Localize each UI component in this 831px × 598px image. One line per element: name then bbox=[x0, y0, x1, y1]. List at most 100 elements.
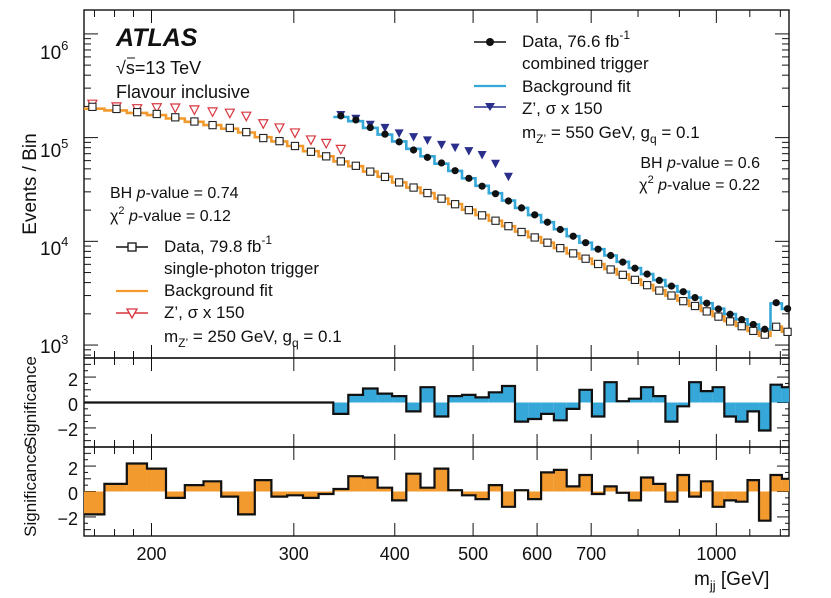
single_photon-significance-bar bbox=[104, 483, 127, 492]
single_photon-significance-outline bbox=[84, 462, 789, 522]
combined-significance-bar bbox=[700, 391, 713, 403]
single-photon-data-point bbox=[112, 104, 121, 114]
ytick-label-1e3: 103 bbox=[40, 332, 68, 358]
single-photon-data-point bbox=[423, 188, 432, 198]
single_photon-significance-bar bbox=[318, 491, 334, 495]
single_photon-significance-bar bbox=[712, 491, 725, 507]
combined-data-point bbox=[381, 130, 389, 138]
combined-data-point bbox=[643, 270, 651, 278]
combined-significance-bar bbox=[553, 402, 567, 421]
single_photon-significance-bar bbox=[302, 491, 319, 498]
single_photon-significance-bar bbox=[604, 486, 617, 492]
single-photon-data-point bbox=[630, 275, 640, 285]
single-photon-data-point bbox=[772, 322, 781, 331]
combined-data-point bbox=[679, 288, 687, 296]
combined-background-fit bbox=[333, 115, 789, 331]
combined-data-point bbox=[703, 299, 711, 307]
single_photon-significance-bar bbox=[653, 483, 666, 492]
combined-legend-data-marker bbox=[486, 38, 494, 46]
single-photon-signal-point bbox=[169, 103, 181, 114]
sig2-ytick-m2: −2 bbox=[57, 509, 78, 529]
combined-significance-bar bbox=[475, 397, 489, 403]
single_photon-significance-bar bbox=[461, 491, 476, 496]
single_photon-significance-bar bbox=[579, 474, 592, 492]
sig2-ytick-2: 2 bbox=[68, 459, 78, 479]
energy-label: √s=13 TeV bbox=[116, 58, 201, 78]
combined-significance-bar bbox=[541, 402, 554, 414]
xtick-label: 300 bbox=[279, 544, 309, 564]
single-photon-significance-ylabel: Significance bbox=[21, 445, 40, 537]
single-photon-data-point bbox=[171, 113, 180, 122]
single_photon-significance-bar bbox=[475, 491, 489, 500]
single-photon-data-point bbox=[783, 327, 792, 337]
sig1-ytick-0: 0 bbox=[68, 395, 78, 415]
single-photon-data-point bbox=[690, 301, 700, 311]
single-photon-data-point bbox=[737, 322, 746, 331]
single_photon-significance-bar bbox=[406, 473, 421, 492]
combined-significance-bar bbox=[377, 393, 393, 403]
xtick-label: 400 bbox=[380, 544, 410, 564]
single-photon-signal-point bbox=[240, 111, 252, 122]
single_photon-significance-bar bbox=[377, 487, 393, 492]
xtick-label: 500 bbox=[458, 544, 488, 564]
single-photon-data-point bbox=[351, 161, 360, 170]
single_photon-significance-bar bbox=[126, 463, 147, 492]
single-photon-data-point bbox=[450, 200, 460, 209]
single-photon-data-point bbox=[593, 259, 603, 269]
combined-significance-bar bbox=[514, 402, 529, 422]
ytick-label-1e4: 104 bbox=[40, 234, 68, 260]
single-photon-data-point bbox=[152, 109, 161, 119]
single-photon-data-point bbox=[394, 178, 404, 187]
combined-legend-signal: Z’, σ x 150 bbox=[522, 99, 602, 118]
combined-significance-bar bbox=[747, 402, 760, 412]
combined-data-point bbox=[531, 211, 539, 219]
single_photon-significance-bar bbox=[735, 491, 748, 502]
combined-significance-bar bbox=[392, 396, 407, 403]
combined-data-point bbox=[594, 245, 602, 253]
combined-data-point bbox=[478, 182, 486, 190]
combined-significance-bar bbox=[604, 382, 617, 403]
single-photon-data-point bbox=[655, 286, 664, 295]
single-photon-signal-point bbox=[257, 119, 269, 130]
combined-significance-bar bbox=[781, 387, 789, 403]
single_photon-significance-bar bbox=[677, 474, 690, 492]
single-photon-data-point bbox=[556, 243, 565, 253]
combined-data-point bbox=[607, 251, 615, 260]
single_photon-significance-bar bbox=[724, 491, 736, 501]
single_photon-significance-bar bbox=[528, 491, 542, 500]
combined-data-point bbox=[352, 116, 360, 124]
combined-significance-outline bbox=[84, 381, 789, 432]
single-photon-data-point bbox=[380, 172, 390, 182]
combined-significance-bar bbox=[712, 387, 725, 403]
single-photon-signal-point bbox=[335, 144, 347, 156]
xtick-label: 200 bbox=[136, 544, 166, 564]
combined-data-point bbox=[517, 204, 526, 212]
combined-legend-signal-marker bbox=[485, 103, 495, 111]
combined-significance-bar bbox=[448, 396, 462, 403]
combined-signal-point bbox=[422, 136, 432, 145]
single_photon-significance-bar bbox=[501, 491, 515, 507]
single_photon-significance-bar bbox=[566, 486, 580, 492]
single-photon-data-point bbox=[714, 312, 723, 321]
single-photon-signal-point bbox=[207, 107, 219, 118]
category-label: Flavour inclusive bbox=[116, 82, 250, 102]
single-photon-signal-point bbox=[289, 128, 301, 139]
combined-data-point bbox=[619, 258, 627, 266]
combined-data-point bbox=[423, 153, 432, 161]
single-photon-data-point bbox=[259, 133, 268, 143]
single-photon-data-point bbox=[618, 270, 627, 280]
single-photon-data-point bbox=[190, 117, 199, 126]
combined-data-point bbox=[556, 225, 564, 234]
combined-legend-fit: Background fit bbox=[522, 77, 631, 96]
single-photon-data-point bbox=[491, 216, 500, 225]
combined-significance-bar bbox=[406, 402, 421, 412]
single-photon-data-point bbox=[133, 108, 142, 117]
single_photon-significance-bar bbox=[203, 481, 222, 492]
single-photon-bh-pvalue: BH p-value = 0.74 bbox=[110, 185, 239, 202]
single-photon-data-point bbox=[667, 291, 676, 300]
combined-significance-bar bbox=[665, 402, 678, 422]
sp-legend-mass: mZ’ = 250 GeV, gq = 0.1 bbox=[164, 327, 342, 350]
combined-significance-bar bbox=[770, 384, 782, 403]
combined-signal-point bbox=[409, 133, 419, 142]
combined-data-point bbox=[783, 305, 792, 313]
